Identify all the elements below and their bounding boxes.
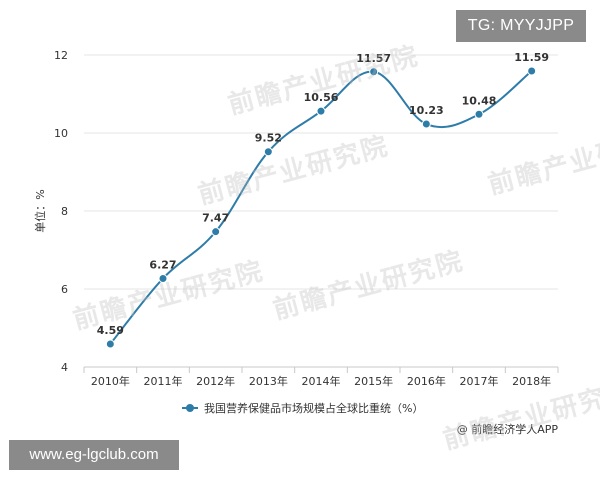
url-badge[interactable]: www.eg-lgclub.com: [9, 440, 179, 470]
data-label: 11.57: [356, 52, 391, 65]
data-label: 7.47: [202, 212, 229, 225]
x-tick-label: 2017年: [460, 374, 499, 388]
x-tick-label: 2010年: [91, 374, 130, 388]
axes: [83, 366, 559, 373]
tg-badge: TG: MYYJJPP: [456, 10, 586, 42]
x-tick-label: 2018年: [512, 374, 551, 388]
data-point[interactable]: [527, 66, 537, 76]
source-label: @ 前瞻经济学人APP: [457, 422, 559, 436]
y-tick-label: 6: [61, 283, 68, 296]
x-tick-labels: 2010年 2011年 2012年 2013年 2014年 2015年 2016年 2017年…: [91, 374, 551, 388]
x-tick-label: 2014年: [302, 374, 341, 388]
y-tick-label: 8: [61, 205, 68, 218]
data-point[interactable]: [369, 67, 379, 77]
y-tick-label: 12: [54, 49, 68, 62]
legend-point-marker: [186, 404, 194, 412]
data-label: 4.59: [97, 324, 124, 337]
data-label: 10.48: [462, 94, 497, 107]
data-point[interactable]: [421, 119, 431, 129]
x-tick-label: 2011年: [144, 374, 183, 388]
y-tick-label: 10: [54, 127, 68, 140]
data-point[interactable]: [211, 227, 221, 237]
x-tick-label: 2012年: [196, 374, 235, 388]
legend-label: 我国营养保健品市场规模占全球比重统（%）: [204, 401, 423, 415]
x-tick-label: 2013年: [249, 374, 288, 388]
legend: 我国营养保健品市场规模占全球比重统（%）: [182, 401, 423, 415]
x-tick-label: 2016年: [407, 374, 446, 388]
data-label: 11.59: [514, 51, 549, 64]
data-point[interactable]: [158, 273, 168, 283]
data-point[interactable]: [263, 147, 273, 157]
data-label: 10.56: [304, 91, 339, 104]
data-label: 6.27: [149, 258, 176, 271]
gridlines: [84, 54, 558, 290]
y-tick-labels: 4 6 8 10 12: [54, 49, 68, 374]
data-points: [105, 66, 537, 349]
y-tick-label: 4: [61, 361, 68, 374]
x-tick-label: 2015年: [354, 374, 393, 388]
data-point[interactable]: [105, 339, 115, 349]
data-point[interactable]: [474, 109, 484, 119]
y-axis-label: 单位：%: [33, 189, 47, 232]
data-labels: 4.59 6.27 7.47 9.52 10.56 11.57 10.23 10.48 11.5…: [97, 51, 549, 337]
data-point[interactable]: [316, 106, 326, 116]
data-label: 9.52: [255, 132, 282, 145]
data-label: 10.23: [409, 104, 444, 117]
